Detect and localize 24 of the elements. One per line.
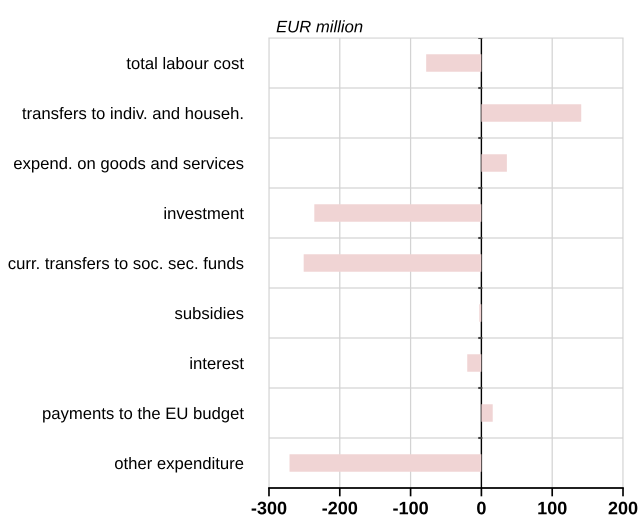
y-tick-label: subsidies	[174, 306, 244, 320]
x-tick-label: -100	[393, 502, 428, 514]
y-tick-label: payments to the EU budget	[43, 406, 244, 422]
y-tick-label: investment	[164, 206, 244, 220]
y-tick-label: transfers to indiv. and househ.	[22, 106, 242, 120]
y-tick-label: curr. transfers to soc. sec. funds	[8, 256, 244, 270]
x-axis-title: EUR million	[276, 20, 362, 32]
y-tick-label: other expenditure	[114, 456, 244, 472]
y-tick-label: interest	[190, 356, 244, 370]
x-tick-label: -200	[322, 502, 358, 514]
bar	[304, 254, 482, 272]
bar	[481, 104, 582, 122]
bar	[481, 404, 493, 422]
bar	[314, 204, 482, 222]
x-tick-label: 100	[538, 502, 567, 514]
x-tick-label: 200	[608, 502, 638, 514]
bar	[290, 454, 482, 472]
x-tick-label: -300	[252, 502, 286, 514]
y-tick-label: expend. on goods and services	[14, 156, 244, 172]
bar	[467, 354, 482, 372]
bar	[481, 154, 507, 172]
y-tick-label: total labour cost	[126, 56, 244, 70]
x-tick-label: 0	[477, 502, 486, 514]
bar	[426, 54, 482, 72]
